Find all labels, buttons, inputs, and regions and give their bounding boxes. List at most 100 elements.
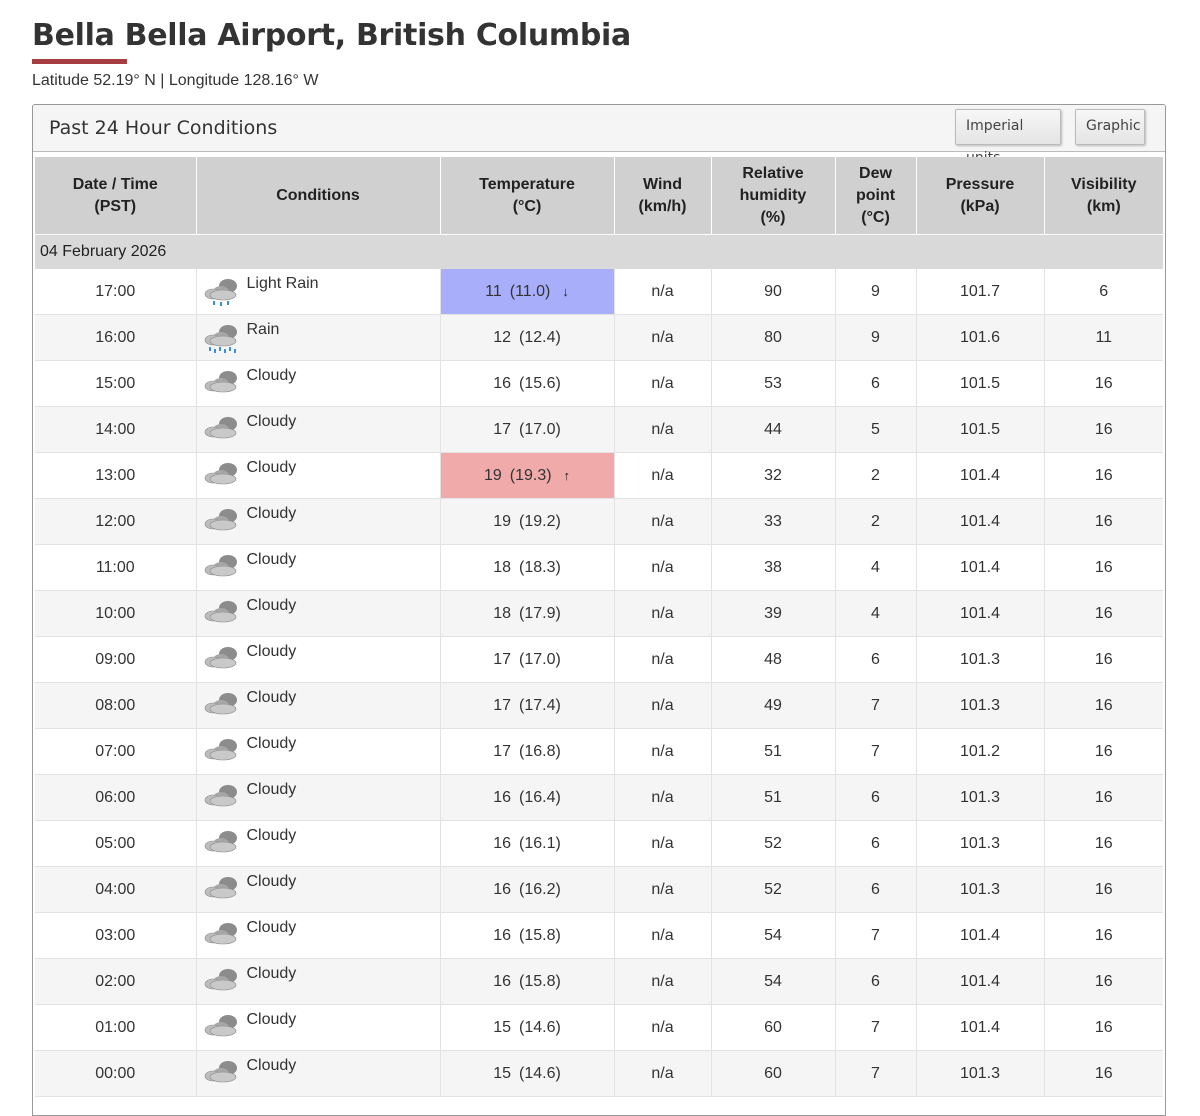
wind-cell: n/a [614, 1004, 712, 1051]
conditions-cell: Cloudy [196, 912, 441, 959]
temperature-exact: (19.3) [509, 466, 552, 484]
header-humidity: Relative humidity (%) [711, 157, 836, 235]
header-line: point [855, 186, 896, 204]
header-date-time: Date / Time (PST) [35, 157, 197, 235]
imperial-units-button[interactable]: Imperial units [955, 109, 1061, 166]
header-line: Temperature [479, 175, 575, 193]
visibility-cell: 16 [1044, 636, 1163, 683]
arrow-down-icon: ↓ [562, 283, 569, 299]
conditions-cell: Cloudy [196, 820, 441, 867]
dew-point-cell: 2 [835, 452, 917, 499]
wind-cell: n/a [614, 958, 712, 1005]
rain-icon [203, 321, 239, 355]
conditions-cell: Cloudy [196, 360, 441, 407]
conditions-text: Cloudy [246, 1011, 297, 1028]
conditions-text: Cloudy [246, 597, 297, 614]
header-conditions: Conditions [196, 157, 441, 235]
time-cell: 03:00 [35, 912, 197, 959]
pressure-cell: 101.4 [916, 1004, 1045, 1051]
conditions-text: Cloudy [246, 505, 297, 522]
temperature-rounded: 16 [493, 374, 511, 392]
dew-point-cell: 6 [835, 866, 917, 913]
humidity-cell: 52 [711, 866, 836, 913]
visibility-cell: 16 [1044, 544, 1163, 591]
table-row: 15:00 Cloudy 16 (15.6) n/a 53 6 101.5 16 [35, 360, 1163, 407]
visibility-cell: 16 [1044, 866, 1163, 913]
dew-point-cell: 6 [835, 820, 917, 867]
conditions-text: Cloudy [246, 643, 297, 660]
graphic-button[interactable]: Graphic [1075, 109, 1145, 145]
pressure-cell: 101.4 [916, 958, 1045, 1005]
panel-title: Past 24 Hour Conditions [49, 117, 278, 139]
pressure-cell: 101.5 [916, 360, 1045, 407]
time-cell: 17:00 [35, 269, 197, 315]
conditions-text: Cloudy [246, 367, 297, 384]
table-row: 17:00 Light Rain 11 (11.0) ↓ n/a 90 9 101.7 6 [35, 269, 1163, 315]
visibility-cell: 16 [1044, 912, 1163, 959]
temperature-cell: 17 (16.8) [440, 728, 615, 775]
pressure-cell: 101.3 [916, 820, 1045, 867]
dew-point-cell: 5 [835, 406, 917, 453]
humidity-cell: 90 [711, 269, 836, 315]
header-line: Relative [742, 164, 804, 182]
table-row: 16:00 Rain 12 (12.4) n/a 80 9 101.6 11 [35, 314, 1163, 361]
wind-cell: n/a [614, 544, 712, 591]
temperature-rounded: 16 [493, 788, 511, 806]
time-cell: 10:00 [35, 590, 197, 637]
header-line: (°C) [861, 208, 890, 226]
dew-point-cell: 9 [835, 269, 917, 315]
time-cell: 09:00 [35, 636, 197, 683]
conditions-cell: Cloudy [196, 544, 441, 591]
header-line: (%) [760, 208, 786, 226]
conditions-cell: Cloudy [196, 636, 441, 683]
pressure-cell: 101.6 [916, 314, 1045, 361]
dew-point-cell: 4 [835, 544, 917, 591]
header-line: (kPa) [960, 197, 1000, 215]
time-cell: 05:00 [35, 820, 197, 867]
temperature-rounded: 15 [493, 1064, 511, 1082]
pressure-cell: 101.2 [916, 728, 1045, 775]
pressure-cell: 101.5 [916, 406, 1045, 453]
dew-point-cell: 9 [835, 314, 917, 361]
time-cell: 08:00 [35, 682, 197, 729]
temperature-cell: 19 (19.2) [440, 498, 615, 545]
visibility-cell: 16 [1044, 1050, 1163, 1097]
humidity-cell: 60 [711, 1004, 836, 1051]
table-row: 11:00 Cloudy 18 (18.3) n/a 38 4 101.4 16 [35, 544, 1163, 591]
conditions-table: Date / Time (PST) Conditions Temperature (°C… [35, 157, 1163, 1097]
temperature-rounded: 16 [493, 880, 511, 898]
dew-point-cell: 7 [835, 1004, 917, 1051]
humidity-cell: 51 [711, 728, 836, 775]
humidity-cell: 80 [711, 314, 836, 361]
table-row: 03:00 Cloudy 16 (15.8) n/a 54 7 101.4 16 [35, 912, 1163, 959]
temperature-rounded: 18 [493, 558, 511, 576]
temperature-exact: (16.1) [519, 834, 561, 852]
dew-point-cell: 7 [835, 1050, 917, 1097]
temperature-exact: (15.8) [519, 926, 561, 944]
temperature-cell: 11 (11.0) ↓ [440, 269, 615, 315]
pressure-cell: 101.4 [916, 590, 1045, 637]
temperature-cell: 17 (17.0) [440, 636, 615, 683]
pressure-cell: 101.7 [916, 269, 1045, 315]
cloudy-icon [203, 965, 239, 999]
wind-cell: n/a [614, 866, 712, 913]
conditions-cell: Cloudy [196, 728, 441, 775]
table-row: 01:00 Cloudy 15 (14.6) n/a 60 7 101.4 16 [35, 1004, 1163, 1051]
temperature-cell: 17 (17.0) [440, 406, 615, 453]
conditions-text: Cloudy [246, 1057, 297, 1074]
header-line: humidity [739, 186, 807, 204]
conditions-text: Cloudy [246, 689, 297, 706]
header-line: Visibility [1070, 175, 1137, 193]
cloudy-icon [203, 919, 239, 953]
wind-cell: n/a [614, 728, 712, 775]
header-line: Pressure [945, 175, 1015, 193]
location-coordinates: Latitude 52.19° N | Longitude 128.16° W [32, 72, 319, 89]
table-row: 04:00 Cloudy 16 (16.2) n/a 52 6 101.3 16 [35, 866, 1163, 913]
temperature-cell: 16 (16.4) [440, 774, 615, 821]
conditions-text: Cloudy [246, 551, 297, 568]
time-cell: 07:00 [35, 728, 197, 775]
conditions-cell: Cloudy [196, 682, 441, 729]
temperature-exact: (17.4) [519, 696, 561, 714]
header-line: Conditions [276, 186, 360, 204]
header-line: (km/h) [638, 197, 687, 215]
